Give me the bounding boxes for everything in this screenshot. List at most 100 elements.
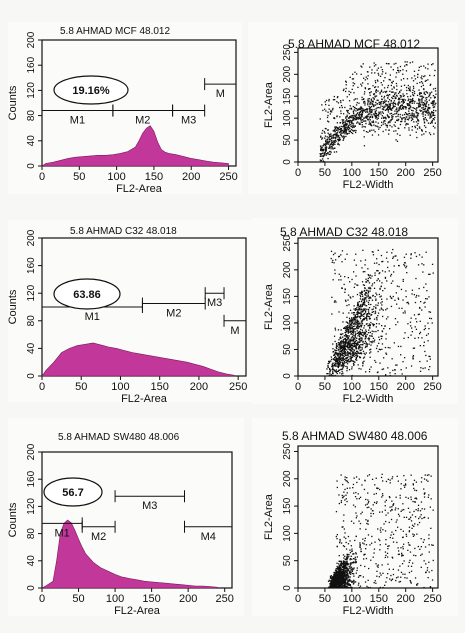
scatter-point — [377, 80, 379, 82]
scatter-point — [408, 105, 410, 107]
scatter-point — [349, 341, 352, 343]
scatter-point — [427, 63, 429, 65]
scatter-point — [425, 110, 427, 112]
scatter-point — [335, 133, 338, 135]
scatter-point — [337, 135, 339, 137]
scatter-point — [390, 84, 392, 87]
scatter-point — [325, 103, 327, 106]
scatter-point — [352, 337, 354, 339]
scatter-point — [367, 579, 369, 581]
scatter-point — [350, 333, 352, 335]
scatter-point — [373, 330, 375, 333]
scatter-point — [353, 328, 355, 331]
scatter-point — [393, 342, 395, 344]
scatter-point — [397, 113, 399, 116]
scatter-point — [352, 73, 354, 75]
scatter-point — [335, 344, 338, 346]
scatter-point — [343, 569, 345, 571]
scatter-point — [432, 114, 434, 117]
scatter-point — [361, 484, 363, 486]
scatter-point — [341, 359, 343, 362]
scatter-point — [426, 474, 429, 476]
scatter-point — [331, 576, 334, 578]
scatter-point — [427, 106, 430, 109]
scatter-point — [339, 347, 342, 349]
scatter-point — [359, 323, 361, 325]
scatter-point — [342, 569, 344, 571]
scatter-point — [370, 91, 372, 93]
scatter-point — [407, 565, 410, 567]
scatter-point — [339, 121, 342, 124]
scatter-point — [423, 302, 425, 304]
scatter-point — [348, 323, 350, 325]
scatter-point — [388, 545, 390, 547]
scatter-point — [336, 359, 338, 361]
scatter-point — [359, 108, 362, 110]
scatter-point — [384, 325, 386, 327]
y-tick-label: 100 — [282, 314, 293, 331]
scatter-point — [356, 305, 359, 307]
scatter-point — [361, 119, 363, 121]
scatter-point — [335, 138, 337, 140]
scatter-point — [367, 586, 369, 589]
scatter-point — [359, 115, 361, 117]
scatter-point — [384, 106, 386, 108]
scatter-point — [371, 129, 373, 131]
scatter-point — [374, 115, 376, 117]
scatter-point — [332, 351, 335, 353]
scatter-point — [396, 140, 399, 142]
scatter-point — [353, 259, 355, 261]
scatter-point — [354, 353, 356, 356]
scatter-point — [367, 502, 369, 504]
scatter-point — [344, 586, 346, 589]
scatter-point — [327, 129, 329, 131]
scatter-point — [407, 301, 409, 303]
scatter-point — [423, 539, 425, 541]
scatter-point — [358, 345, 361, 347]
scatter-point — [382, 480, 384, 482]
scatter-point — [360, 320, 363, 322]
scatter-point — [368, 474, 371, 476]
scatter-point — [362, 249, 364, 251]
scatter-point — [330, 151, 332, 153]
scatter-point — [347, 343, 349, 345]
scatter-point — [361, 111, 364, 113]
scatter-point — [339, 116, 341, 118]
scatter-point — [405, 123, 408, 125]
scatter-point — [391, 358, 393, 360]
scatter-point — [338, 352, 340, 355]
scatter-point — [348, 563, 350, 565]
scatter-point — [349, 331, 352, 333]
scatter-point — [339, 348, 341, 350]
scatter-point — [365, 330, 368, 333]
scatter-point — [344, 359, 347, 361]
scatter-point — [371, 110, 373, 112]
scatter-point — [352, 105, 354, 108]
scatter-point — [370, 508, 372, 510]
scatter-point — [340, 129, 342, 131]
scatter-point — [332, 365, 334, 367]
scatter-point — [345, 541, 347, 544]
scatter-point — [376, 345, 378, 347]
x-tick-label: 200 — [179, 593, 197, 605]
scatter-point — [377, 117, 379, 119]
scatter-point — [353, 99, 355, 101]
scatter-point — [428, 551, 430, 553]
scatter-point — [325, 128, 327, 130]
scatter-point — [336, 571, 338, 573]
scatter-point — [416, 321, 418, 323]
scatter-point — [367, 315, 369, 318]
scatter-point — [333, 574, 335, 576]
scatter-point — [402, 299, 404, 301]
scatter-point — [353, 323, 355, 325]
scatter-point — [417, 510, 419, 512]
scatter-point — [411, 293, 413, 295]
scatter-point — [426, 112, 429, 114]
plot-frame — [297, 237, 439, 377]
scatter-point — [333, 574, 335, 576]
scatter-point — [329, 140, 331, 142]
y-tick-label: 200 — [26, 31, 37, 48]
scatter-point — [427, 112, 430, 114]
scatter-point — [373, 93, 375, 96]
scatter-point — [421, 113, 423, 115]
